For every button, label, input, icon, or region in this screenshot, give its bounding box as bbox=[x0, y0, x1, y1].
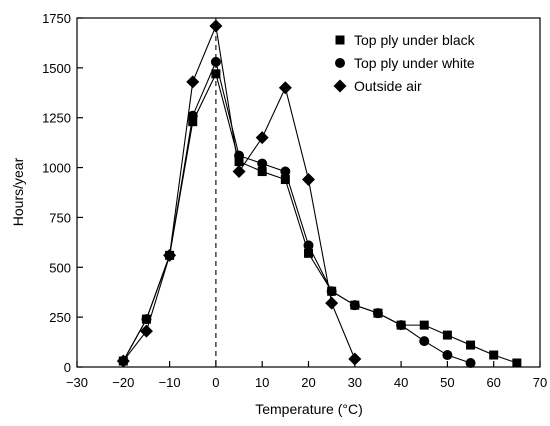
y-tick-label: 0 bbox=[64, 360, 71, 375]
data-point-circle bbox=[419, 336, 430, 347]
x-tick-label: 70 bbox=[533, 375, 547, 390]
data-point-diamond bbox=[348, 352, 362, 366]
data-point-square bbox=[442, 330, 452, 340]
data-point-diamond bbox=[278, 81, 292, 95]
data-point-circle bbox=[257, 158, 268, 169]
y-tick-label: 250 bbox=[49, 310, 71, 325]
x-tick-label: 50 bbox=[440, 375, 454, 390]
legend-marker-square bbox=[335, 35, 345, 45]
data-point-square bbox=[489, 350, 499, 360]
data-point-diamond bbox=[186, 75, 200, 89]
data-point-diamond bbox=[255, 131, 269, 145]
series-line bbox=[122, 60, 471, 364]
y-tick-label: 1000 bbox=[42, 161, 71, 176]
legend-item: Outside air bbox=[333, 78, 422, 94]
data-point-square bbox=[512, 358, 522, 368]
series-layer bbox=[116, 19, 522, 369]
data-point-circle bbox=[210, 56, 221, 67]
x-tick-label: −30 bbox=[66, 375, 88, 390]
x-axis-title: Temperature (°C) bbox=[255, 401, 363, 417]
data-point-circle bbox=[280, 166, 291, 177]
data-point-square bbox=[419, 320, 429, 330]
data-point-circle bbox=[396, 320, 407, 331]
x-tick-label: −20 bbox=[112, 375, 134, 390]
x-tick-label: 30 bbox=[348, 375, 362, 390]
y-axis-title: Hours/year bbox=[10, 157, 26, 226]
data-point-diamond bbox=[163, 248, 177, 262]
data-point-diamond bbox=[139, 324, 153, 338]
legend: Top ply under black Top ply under white Ou… bbox=[333, 32, 476, 94]
legend-label: Outside air bbox=[354, 78, 422, 94]
data-point-diamond bbox=[325, 296, 339, 310]
x-tick-label: 60 bbox=[486, 375, 500, 390]
series-diamond bbox=[116, 19, 362, 368]
data-point-square bbox=[257, 167, 267, 177]
data-point-circle bbox=[187, 110, 198, 121]
x-tick-label: 0 bbox=[212, 375, 219, 390]
x-tick-label: 20 bbox=[301, 375, 315, 390]
data-point-square bbox=[234, 157, 244, 167]
y-tick-label: 1500 bbox=[42, 61, 71, 76]
data-point-square bbox=[188, 117, 198, 127]
data-point-square bbox=[211, 69, 221, 79]
x-tick-label: 10 bbox=[255, 375, 269, 390]
legend-item: Top ply under black bbox=[335, 32, 476, 48]
legend-label: Top ply under white bbox=[354, 55, 475, 71]
legend-marker-circle bbox=[335, 58, 345, 68]
legend-label: Top ply under black bbox=[354, 32, 476, 48]
x-tick-label: −10 bbox=[159, 375, 181, 390]
y-tick-label: 500 bbox=[49, 260, 71, 275]
series-line bbox=[122, 72, 518, 364]
data-point-circle bbox=[372, 308, 383, 319]
legend-item: Top ply under white bbox=[335, 55, 475, 71]
legend-marker-diamond bbox=[333, 79, 347, 93]
x-tick-label: 40 bbox=[394, 375, 408, 390]
data-point-diamond bbox=[209, 19, 223, 33]
data-point-square bbox=[280, 175, 290, 185]
data-point-circle bbox=[349, 300, 360, 311]
series-line bbox=[122, 23, 356, 362]
data-point-square bbox=[466, 340, 476, 350]
y-tick-label: 1750 bbox=[42, 11, 71, 26]
series-square bbox=[118, 69, 522, 368]
data-point-diamond bbox=[116, 354, 130, 368]
data-point-circle bbox=[326, 286, 337, 297]
data-point-circle bbox=[303, 240, 314, 251]
data-point-circle bbox=[442, 350, 453, 361]
data-point-diamond bbox=[302, 173, 315, 187]
data-point-square bbox=[304, 248, 313, 258]
y-tick-label: 1250 bbox=[42, 111, 71, 126]
data-point-circle bbox=[465, 358, 476, 369]
y-tick-label: 750 bbox=[49, 210, 71, 225]
data-point-diamond bbox=[232, 165, 246, 179]
